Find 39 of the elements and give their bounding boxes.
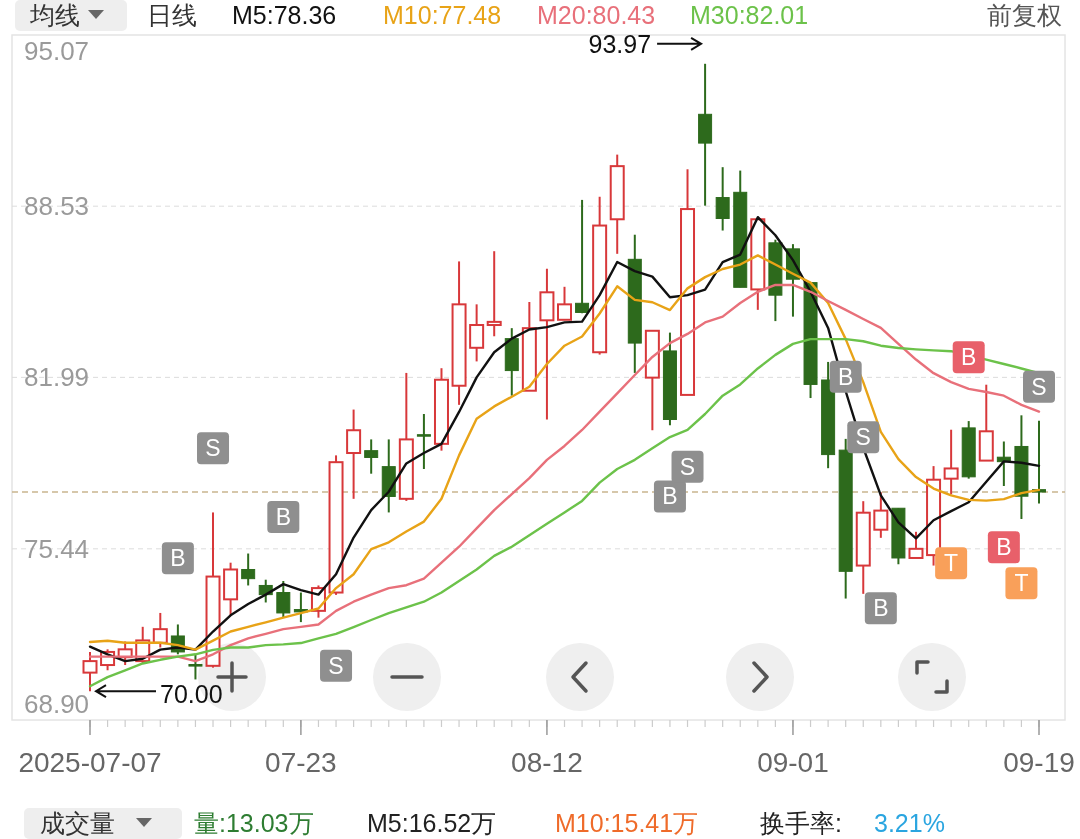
text: M10:77.48 bbox=[383, 1, 502, 29]
data-label: S bbox=[328, 652, 344, 679]
text: M30:82.01 bbox=[690, 1, 809, 29]
y-tick-label: 75.44 bbox=[24, 533, 90, 564]
data-label: B bbox=[961, 344, 977, 371]
x-tick-label: 07-23 bbox=[265, 747, 337, 778]
text: 前复权 bbox=[987, 1, 1062, 29]
x-tick-label: 09-19 bbox=[1003, 747, 1075, 778]
data-label: B bbox=[170, 545, 186, 572]
text: M20:80.43 bbox=[537, 1, 656, 29]
data-label: B bbox=[275, 503, 291, 530]
text: M5:78.36 bbox=[232, 1, 337, 29]
x-tick-label: 09-01 bbox=[757, 747, 829, 778]
data-label: T bbox=[1014, 570, 1029, 597]
annotation: 70.00 bbox=[160, 680, 223, 709]
y-tick-label: 88.53 bbox=[24, 191, 90, 222]
data-label: B bbox=[873, 595, 889, 622]
text: 量:13.03万 bbox=[194, 809, 314, 837]
data-label: S bbox=[679, 453, 696, 480]
y-tick-label: 81.99 bbox=[24, 362, 90, 393]
text: 3.21% bbox=[874, 809, 945, 837]
x-tick-label: 08-12 bbox=[511, 747, 583, 778]
x-tick-label: 2025-07-07 bbox=[18, 747, 162, 778]
text: M5:16.52万 bbox=[367, 809, 497, 837]
data-label: S bbox=[1031, 373, 1047, 400]
text: 均线 bbox=[29, 1, 80, 29]
data-label: B bbox=[996, 534, 1012, 561]
data-label: S bbox=[855, 424, 871, 451]
y-tick-label: 68.90 bbox=[24, 689, 90, 719]
annotation: 93.97 bbox=[588, 29, 652, 58]
text: M10:15.41万 bbox=[555, 809, 699, 837]
y-tick-label: 95.07 bbox=[24, 36, 90, 66]
data-label: T bbox=[944, 550, 959, 577]
text: 换手率: bbox=[760, 809, 842, 837]
text: 日线 bbox=[147, 1, 197, 29]
text: 成交量 bbox=[40, 809, 115, 837]
data-label: B bbox=[662, 483, 678, 510]
data-label: S bbox=[205, 435, 221, 462]
data-label: B bbox=[838, 363, 854, 390]
